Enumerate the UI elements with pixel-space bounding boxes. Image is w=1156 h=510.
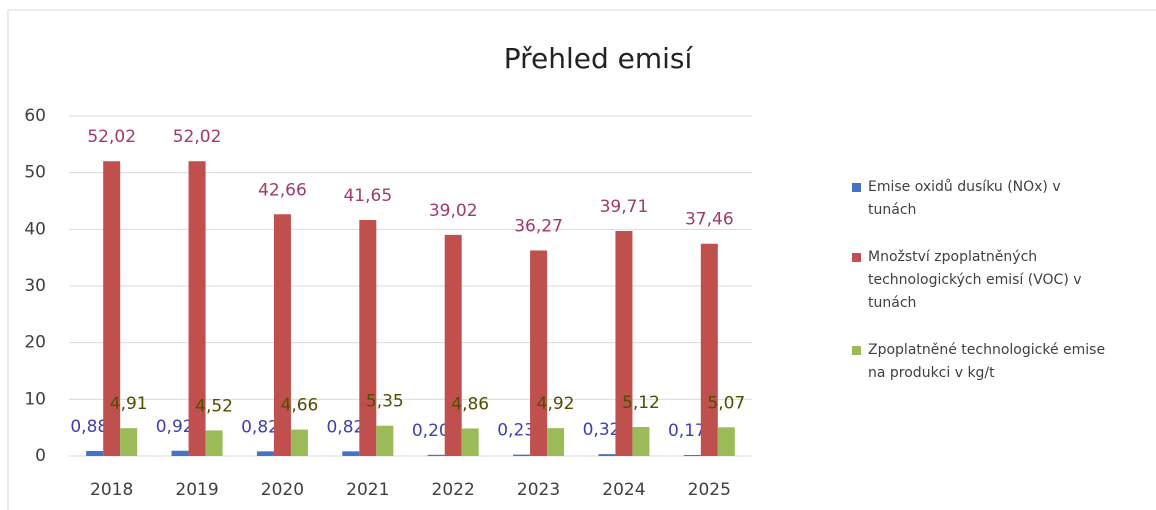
bar [188,161,206,456]
bar [376,425,394,456]
legend: Emise oxidů dusíku (NOx) v tunách Množstv… [852,176,1112,409]
bar [290,429,308,456]
y-tick-label: 10 [24,389,46,409]
x-tick-label: 2021 [346,480,389,500]
data-label: 4,86 [451,394,489,414]
data-label: 52,02 [173,127,222,147]
legend-swatch [852,183,861,192]
bar [632,426,650,456]
y-tick-label: 60 [24,106,46,126]
bar [205,430,223,456]
data-label: 39,71 [600,197,649,217]
bar [256,451,274,456]
legend-swatch [852,253,861,262]
data-label: 36,27 [514,216,563,236]
data-label: 5,07 [707,393,745,413]
bar [547,428,565,456]
data-label: 39,02 [429,201,478,221]
legend-item: Zpoplatněné technologické emise na produ… [852,339,1112,385]
y-tick-label: 20 [24,333,46,353]
data-label: 41,65 [343,186,392,206]
legend-label: Zpoplatněné technologické emise na produ… [868,342,1106,381]
bar [615,230,633,456]
x-tick-label: 2018 [90,480,133,500]
bar [700,243,718,456]
x-tick-label: 2025 [688,480,731,500]
x-tick-label: 2023 [517,480,560,500]
data-label: 4,66 [281,396,319,416]
bar [171,450,189,456]
x-tick-label: 2019 [175,480,218,500]
data-label: 42,66 [258,180,307,200]
data-label: 37,46 [685,210,734,230]
bar [273,214,291,456]
bar [359,219,377,456]
y-tick-label: 30 [24,276,46,296]
legend-item: Množství zpoplatněných technologických e… [852,246,1112,315]
x-tick-label: 2020 [261,480,304,500]
data-label: 4,52 [195,396,233,416]
data-label: 5,12 [622,393,660,413]
bar [717,427,735,456]
bar [461,428,479,456]
chart-title: Přehled emisí [504,42,694,75]
legend-label: Množství zpoplatněných technologických e… [868,249,1082,311]
bar [103,161,121,456]
y-tick-label: 0 [35,446,46,466]
legend-item: Emise oxidů dusíku (NOx) v tunách [852,176,1112,222]
x-tick-label: 2022 [432,480,475,500]
bar [444,234,462,456]
legend-swatch [852,346,861,355]
bar [427,454,445,456]
bar [342,451,360,456]
data-label: 5,35 [366,392,404,412]
y-tick-label: 50 [24,163,46,183]
bar [513,454,531,456]
data-label: 4,92 [537,394,575,414]
legend-label: Emise oxidů dusíku (NOx) v tunách [868,179,1061,218]
bar [598,454,616,456]
y-tick-label: 40 [24,219,46,239]
bar [86,450,104,456]
bar [530,250,548,456]
bar [683,455,701,456]
data-label: 4,91 [110,394,148,414]
x-tick-label: 2024 [602,480,645,500]
data-label: 52,02 [87,127,136,147]
bar [120,428,138,456]
